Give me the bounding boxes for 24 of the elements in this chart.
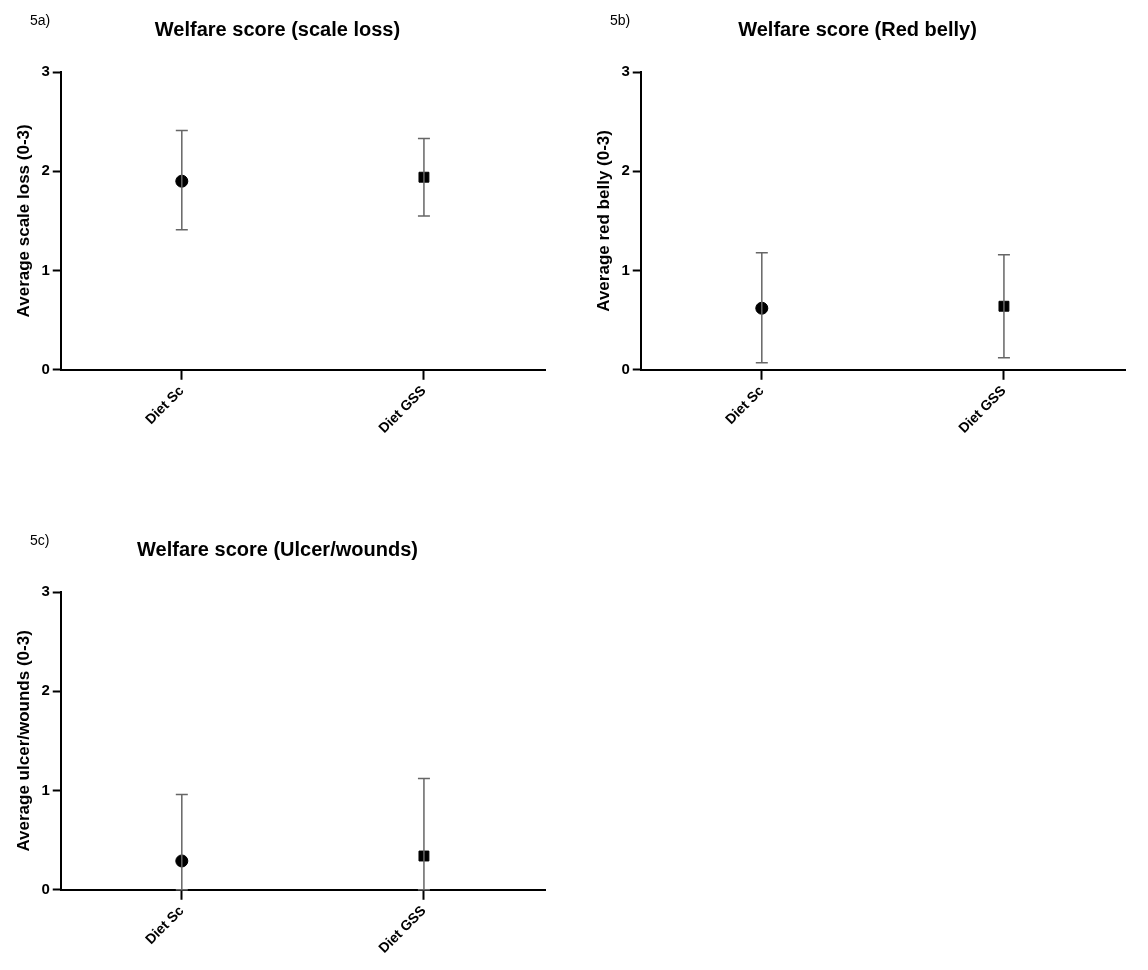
chart-title: Welfare score (Ulcer/wounds) [137,537,418,560]
y-tick-label: 3 [621,62,630,80]
y-tick-label: 1 [41,260,50,278]
text: 5b) [610,11,631,28]
y-tick-label: 1 [41,780,50,798]
y-tick-label: 3 [41,582,50,600]
chart-title: Welfare score (Red belly) [738,17,977,40]
y-tick-label: 0 [41,359,50,377]
text: 5a) [30,11,51,28]
y-tick-label: 0 [41,879,50,897]
chart-title: Welfare score (scale loss) [154,17,401,40]
x-tick-label: Diet Sc [141,382,187,428]
y-tick-label: 2 [41,161,50,179]
y-tick-label: 3 [41,62,50,80]
text: 5c) [30,531,50,548]
y-tick-label: 0 [621,359,630,377]
y-axis-title: Average red belly (0-3) [593,130,613,312]
y-axis-title: Average ulcer/wounds (0-3) [13,630,33,852]
y-tick-label: 2 [41,681,50,699]
y-axis-title: Average scale loss (0-3) [13,124,33,318]
x-tick-label: Diet Sc [141,902,187,948]
x-tick-label: Diet Sc [721,382,767,428]
y-tick-label: 2 [621,161,630,179]
y-tick-label: 1 [621,260,630,278]
